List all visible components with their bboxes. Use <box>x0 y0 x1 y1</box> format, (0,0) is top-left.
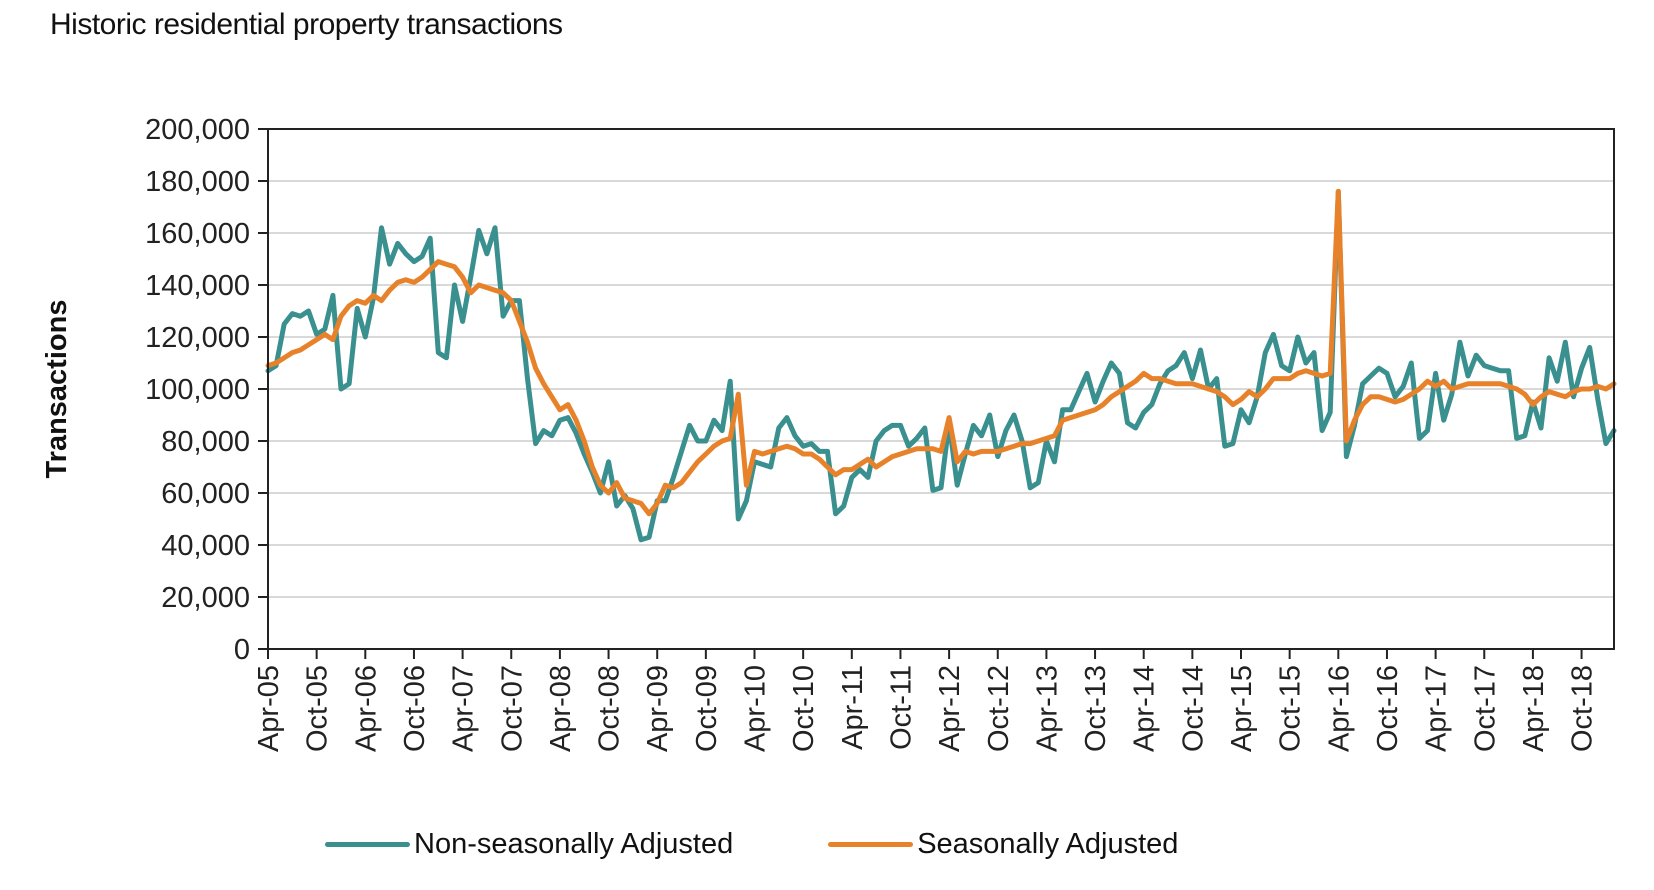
y-tick-label: 160,000 <box>145 218 250 250</box>
x-tick-label: Apr-09 <box>642 665 674 752</box>
legend-label: Non-seasonally Adjusted <box>414 828 734 860</box>
x-axis-ticks: Apr-05 Oct-05 Apr-06 Oct-06 Apr-07 Oct-07 Apr-… <box>253 649 1599 752</box>
y-axis-label: Transactions <box>41 300 73 479</box>
x-tick-label: Apr-16 <box>1323 665 1355 752</box>
x-tick-label: Oct-14 <box>1177 665 1209 752</box>
x-tick-label: Oct-11 <box>885 665 917 750</box>
x-tick-label: Apr-11 <box>837 665 869 750</box>
x-tick-label: Oct-18 <box>1567 665 1599 752</box>
y-axis-ticks: 0 20,000 40,000 60,000 80,000 100,000 120,000 1… <box>145 114 268 666</box>
x-tick-label: Apr-17 <box>1421 665 1453 752</box>
x-tick-label: Apr-18 <box>1518 665 1550 752</box>
y-tick-label: 100,000 <box>145 374 250 406</box>
x-tick-label: Oct-07 <box>496 665 528 752</box>
x-tick-label: Oct-17 <box>1469 665 1501 752</box>
legend-label: Seasonally Adjusted <box>917 828 1179 860</box>
y-tick-label: 0 <box>234 634 250 666</box>
x-tick-label: Apr-10 <box>740 665 772 752</box>
y-tick-label: 20,000 <box>161 582 250 614</box>
legend-item-seasonal[interactable]: Seasonally Adjusted <box>828 828 1178 861</box>
y-tick-label: 60,000 <box>161 478 250 510</box>
series-line-seasonally-adjusted <box>265 188 1617 517</box>
x-tick-label: Oct-12 <box>983 665 1015 752</box>
x-tick-label: Apr-13 <box>1031 665 1063 752</box>
legend: Non-seasonally Adjusted Seasonally Adjus… <box>325 828 1273 861</box>
x-tick-label: Oct-16 <box>1372 665 1404 752</box>
series-layer <box>265 188 1617 543</box>
y-tick-label: 80,000 <box>161 426 250 458</box>
x-tick-label: Apr-12 <box>934 665 966 752</box>
y-tick-label: 140,000 <box>145 270 250 302</box>
x-tick-label: Oct-13 <box>1080 665 1112 752</box>
series-line-non-seasonally-adjusted <box>265 188 1617 543</box>
x-tick-label: Apr-14 <box>1129 665 1161 752</box>
x-tick-label: Apr-07 <box>448 665 480 752</box>
legend-swatch-seasonal <box>828 842 914 847</box>
x-tick-label: Apr-06 <box>350 665 382 752</box>
x-tick-label: Oct-15 <box>1275 665 1307 752</box>
y-tick-label: 200,000 <box>145 114 250 146</box>
y-tick-label: 120,000 <box>145 322 250 354</box>
x-tick-label: Apr-15 <box>1226 665 1258 752</box>
x-tick-label: Oct-09 <box>691 665 723 752</box>
y-tick-label: 180,000 <box>145 166 250 198</box>
x-tick-label: Oct-08 <box>594 665 626 752</box>
x-tick-label: Oct-05 <box>302 665 334 752</box>
x-tick-label: Oct-06 <box>399 665 431 752</box>
chart-title: Historic residential property transactio… <box>50 8 563 41</box>
x-tick-label: Oct-10 <box>788 665 820 752</box>
x-tick-label: Apr-08 <box>545 665 577 752</box>
legend-item-non-seasonal[interactable]: Non-seasonally Adjusted <box>325 828 733 861</box>
legend-swatch-non-seasonal <box>325 842 410 847</box>
y-tick-label: 40,000 <box>161 530 250 562</box>
x-tick-label: Apr-05 <box>253 665 285 752</box>
